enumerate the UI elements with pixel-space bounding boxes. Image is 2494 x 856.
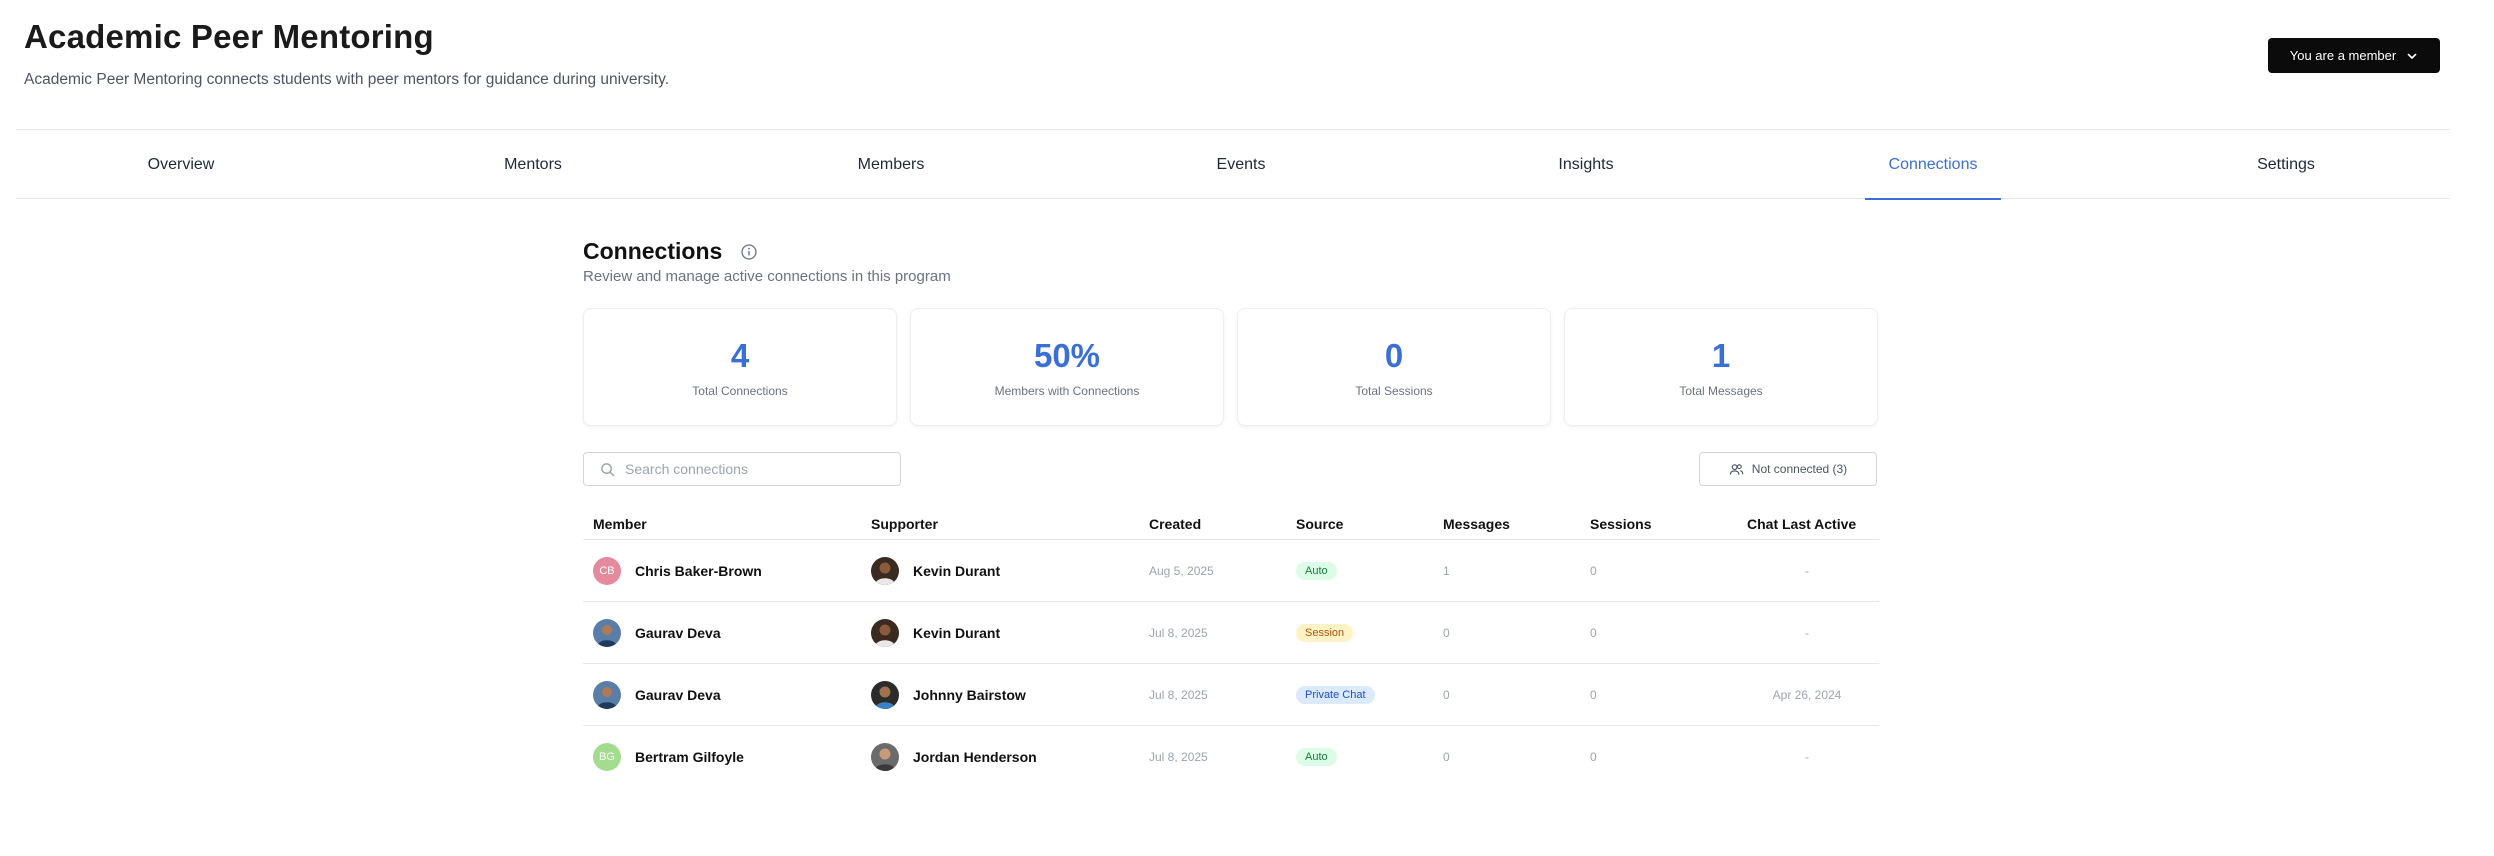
avatar: CB	[593, 557, 621, 585]
table-row[interactable]: CB Chris Baker-Brown Kevin Durant Aug 5,…	[583, 540, 1879, 602]
created-date: Jul 8, 2025	[1149, 626, 1208, 640]
supporter-cell: Kevin Durant	[871, 602, 1000, 664]
stat-card-total-connections: 4 Total Connections	[583, 308, 897, 426]
sessions-count: 0	[1590, 750, 1597, 764]
member-name[interactable]: Gaurav Deva	[635, 625, 721, 641]
source-badge: Session	[1296, 624, 1354, 642]
column-chat-last-active[interactable]: Chat Last Active	[1747, 516, 1857, 532]
avatar	[871, 743, 899, 771]
stat-value: 0	[1384, 337, 1404, 374]
search-input[interactable]	[625, 461, 875, 477]
avatar	[593, 619, 621, 647]
sessions-count: 0	[1590, 688, 1597, 702]
tab-insights[interactable]: Insights	[1558, 155, 1614, 173]
not-connected-button[interactable]: Not connected (3)	[1699, 452, 1877, 486]
column-created[interactable]: Created	[1149, 516, 1202, 532]
users-icon	[1729, 463, 1744, 475]
tab-members[interactable]: Members	[857, 155, 925, 173]
page-title: Academic Peer Mentoring	[24, 18, 434, 55]
program-tabs: Overview Mentors Members Events Insights…	[16, 129, 2450, 200]
supporter-name[interactable]: Kevin Durant	[913, 563, 1001, 579]
member-name[interactable]: Gaurav Deva	[635, 687, 721, 703]
not-connected-label: Not connected (3)	[1751, 462, 1848, 476]
stat-card-members-with-connections: 50% Members with Connections	[910, 308, 1224, 426]
column-messages[interactable]: Messages	[1443, 516, 1510, 532]
chat-last-active: Apr 26, 2024	[1772, 688, 1842, 702]
stat-value: 4	[730, 337, 750, 374]
column-source[interactable]: Source	[1296, 516, 1344, 532]
chevron-down-icon	[2407, 53, 2417, 59]
table-row[interactable]: Gaurav Deva Kevin Durant Jul 8, 2025 Ses…	[583, 602, 1879, 664]
stat-label: Total Sessions	[1355, 384, 1433, 398]
stat-value: 1	[1711, 337, 1731, 374]
supporter-cell: Johnny Bairstow	[871, 664, 1026, 726]
tab-settings[interactable]: Settings	[2257, 155, 2315, 173]
stat-value: 50%	[1033, 337, 1101, 374]
column-supporter[interactable]: Supporter	[871, 516, 938, 532]
supporter-name[interactable]: Kevin Durant	[913, 625, 1001, 641]
supporter-name[interactable]: Jordan Henderson	[913, 749, 1037, 765]
stat-card-total-messages: 1 Total Messages	[1564, 308, 1878, 426]
source-badge: Auto	[1296, 748, 1337, 766]
stat-card-total-sessions: 0 Total Sessions	[1237, 308, 1551, 426]
avatar	[871, 557, 899, 585]
search-box	[583, 452, 901, 486]
member-cell: Gaurav Deva	[593, 664, 721, 726]
created-date: Aug 5, 2025	[1149, 564, 1214, 578]
tab-events[interactable]: Events	[1216, 155, 1266, 173]
sessions-count: 0	[1590, 564, 1597, 578]
messages-count: 0	[1443, 750, 1450, 764]
table-header: Member Supporter Created Source Messages…	[583, 504, 1879, 540]
source-badge: Auto	[1296, 562, 1337, 580]
messages-count: 1	[1443, 564, 1450, 578]
avatar	[593, 681, 621, 709]
tab-overview[interactable]: Overview	[147, 155, 215, 173]
created-date: Jul 8, 2025	[1149, 750, 1208, 764]
member-cell: CB Chris Baker-Brown	[593, 540, 762, 602]
tab-mentors[interactable]: Mentors	[504, 155, 562, 173]
search-icon	[601, 462, 615, 476]
section-subtitle: Review and manage active connections in …	[583, 268, 951, 285]
avatar	[871, 681, 899, 709]
chat-last-active: -	[1805, 626, 1809, 640]
table-row[interactable]: Gaurav Deva Johnny Bairstow Jul 8, 2025 …	[583, 664, 1879, 726]
supporter-cell: Kevin Durant	[871, 540, 1000, 602]
avatar	[871, 619, 899, 647]
page-subtitle: Academic Peer Mentoring connects student…	[24, 71, 670, 88]
table-row[interactable]: BG Bertram Gilfoyle Jordan Henderson Jul…	[583, 726, 1879, 788]
section-title: Connections	[583, 238, 723, 264]
avatar: BG	[593, 743, 621, 771]
column-member[interactable]: Member	[593, 516, 647, 532]
supporter-name[interactable]: Johnny Bairstow	[913, 687, 1026, 703]
member-name[interactable]: Chris Baker-Brown	[635, 563, 762, 579]
membership-label: You are a member	[2289, 48, 2397, 63]
member-name[interactable]: Bertram Gilfoyle	[635, 749, 744, 765]
stat-label: Total Messages	[1679, 384, 1763, 398]
program-header: Academic Peer Mentoring Academic Peer Me…	[0, 0, 2494, 130]
created-date: Jul 8, 2025	[1149, 688, 1208, 702]
chat-last-active: -	[1805, 750, 1809, 764]
info-icon[interactable]	[740, 243, 758, 261]
column-sessions[interactable]: Sessions	[1590, 516, 1652, 532]
messages-count: 0	[1443, 688, 1450, 702]
sessions-count: 0	[1590, 626, 1597, 640]
tab-connections[interactable]: Connections	[1865, 130, 2001, 200]
stat-label: Total Connections	[692, 384, 788, 398]
member-cell: Gaurav Deva	[593, 602, 721, 664]
stat-label: Members with Connections	[994, 384, 1140, 398]
source-badge: Private Chat	[1296, 686, 1375, 704]
membership-dropdown-button[interactable]: You are a member	[2268, 38, 2440, 73]
messages-count: 0	[1443, 626, 1450, 640]
member-cell: BG Bertram Gilfoyle	[593, 726, 744, 788]
supporter-cell: Jordan Henderson	[871, 726, 1037, 788]
chat-last-active: -	[1805, 564, 1809, 578]
connections-table: Member Supporter Created Source Messages…	[583, 504, 1879, 788]
